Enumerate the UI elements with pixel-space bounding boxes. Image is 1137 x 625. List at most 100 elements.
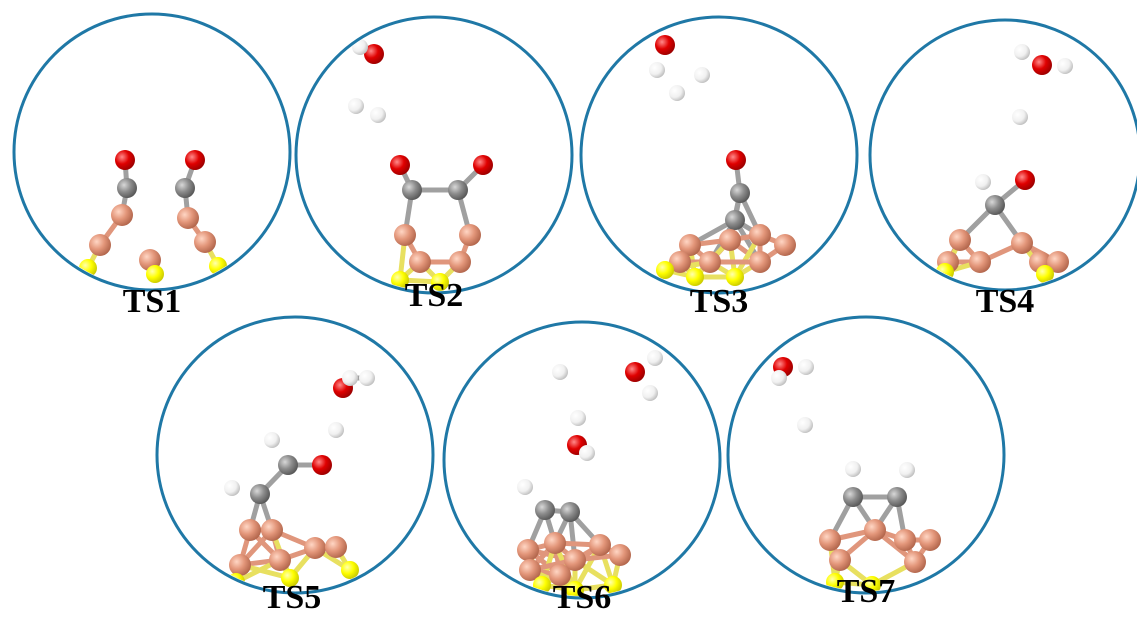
atom-cu <box>719 229 741 251</box>
atom-cu <box>269 549 291 571</box>
atom-cu <box>919 529 941 551</box>
atom-cu <box>89 234 111 256</box>
atom-c <box>887 487 907 507</box>
atom-cu <box>194 231 216 253</box>
panel-label: TS5 <box>263 579 322 616</box>
panel-label: TS6 <box>553 579 612 616</box>
atom-h <box>359 370 375 386</box>
atom-h <box>328 422 344 438</box>
atom-h <box>517 479 533 495</box>
atom-o <box>115 150 135 170</box>
atom-c <box>117 178 137 198</box>
atom-s <box>341 561 359 579</box>
atom-h <box>224 480 240 496</box>
atom-o <box>655 35 675 55</box>
atom-cu <box>904 551 926 573</box>
atom-o <box>390 155 410 175</box>
atom-h <box>1014 44 1030 60</box>
atom-cu <box>517 539 539 561</box>
atom-s <box>146 265 164 283</box>
atom-h <box>899 462 915 478</box>
atom-h <box>798 359 814 375</box>
panel-label: TS7 <box>837 573 896 610</box>
atom-o <box>185 150 205 170</box>
panel-circle <box>14 14 290 290</box>
structure <box>224 370 375 591</box>
atom-cu <box>969 251 991 273</box>
atom-h <box>1057 58 1073 74</box>
atom-c <box>560 502 580 522</box>
atom-h <box>348 98 364 114</box>
panel-label: TS1 <box>123 283 182 320</box>
atom-c <box>725 210 745 230</box>
atom-h <box>570 410 586 426</box>
atom-h <box>264 432 280 448</box>
atom-c <box>985 195 1005 215</box>
atom-cu <box>459 224 481 246</box>
atom-cu <box>774 234 796 256</box>
atom-h <box>370 107 386 123</box>
atom-s <box>656 261 674 279</box>
structure <box>649 35 796 286</box>
atom-cu <box>749 224 771 246</box>
structure <box>79 150 227 283</box>
atom-h <box>342 370 358 386</box>
atom-h <box>579 445 595 461</box>
atom-h <box>649 62 665 78</box>
atom-cu <box>111 204 133 226</box>
atom-c <box>278 455 298 475</box>
structure <box>936 44 1073 283</box>
atom-cu <box>699 251 721 273</box>
atom-cu <box>449 251 471 273</box>
panel-circle <box>728 317 1004 593</box>
panel-label: TS4 <box>976 283 1035 320</box>
atom-cu <box>589 534 611 556</box>
structure <box>771 357 941 594</box>
atom-o <box>625 362 645 382</box>
atom-h <box>552 364 568 380</box>
atom-c <box>730 183 750 203</box>
atom-cu <box>949 229 971 251</box>
structure <box>517 350 663 599</box>
panel-circle <box>296 17 572 293</box>
atom-cu <box>829 549 851 571</box>
atom-cu <box>261 519 283 541</box>
atom-h <box>1012 109 1028 125</box>
atom-cu <box>304 537 326 559</box>
atom-cu <box>609 544 631 566</box>
atom-cu <box>325 536 347 558</box>
atom-cu <box>394 224 416 246</box>
structure <box>348 39 493 291</box>
figure: TS1 TS2 TS3 TS4 TS5 TS6 TS7 <box>0 0 1137 625</box>
atom-cu <box>749 251 771 273</box>
atom-h <box>647 350 663 366</box>
atom-c <box>843 487 863 507</box>
atom-cu <box>894 529 916 551</box>
atom-h <box>642 385 658 401</box>
atom-o <box>312 455 332 475</box>
atom-h <box>845 461 861 477</box>
atom-cu <box>1011 232 1033 254</box>
atom-h <box>797 417 813 433</box>
panel-label: TS2 <box>405 277 464 314</box>
atom-c <box>250 484 270 504</box>
atom-c <box>175 178 195 198</box>
atom-cu <box>177 207 199 229</box>
atom-cu <box>229 554 251 576</box>
atom-o <box>726 150 746 170</box>
atom-h <box>669 85 685 101</box>
atom-h <box>694 67 710 83</box>
panel-label: TS3 <box>690 283 749 320</box>
atom-o <box>1015 170 1035 190</box>
atom-cu <box>544 532 566 554</box>
atom-c <box>535 500 555 520</box>
atom-h <box>771 370 787 386</box>
atom-c <box>402 180 422 200</box>
atom-o <box>1032 55 1052 75</box>
atom-cu <box>239 519 261 541</box>
atom-cu <box>864 519 886 541</box>
atom-cu <box>409 251 431 273</box>
atom-c <box>448 180 468 200</box>
panel-circle <box>157 317 433 593</box>
atom-o <box>473 155 493 175</box>
